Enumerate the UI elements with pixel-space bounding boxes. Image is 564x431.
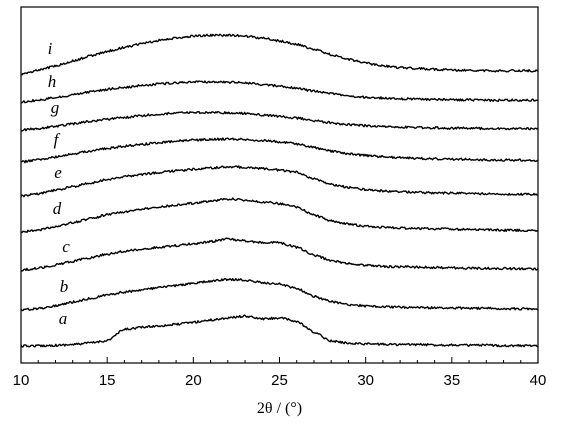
- series-label-c: c: [62, 237, 70, 256]
- series-label-d: d: [53, 199, 62, 218]
- series-label-g: g: [51, 98, 60, 117]
- series-label-a: a: [59, 309, 68, 328]
- plot-frame: [20, 6, 539, 364]
- series-line-b: [20, 277, 539, 312]
- series-label-f: f: [54, 130, 61, 149]
- x-tick-label-40: 40: [530, 372, 547, 389]
- x-tick-label-10: 10: [13, 372, 30, 389]
- series-label-i: i: [48, 39, 53, 58]
- x-tick-labels: 10 15 20 25 30 35 40: [13, 372, 547, 389]
- x-tick-label-20: 20: [185, 372, 202, 389]
- x-tick-label-15: 15: [99, 372, 116, 389]
- x-axis-label: 2θ / (°): [257, 400, 302, 417]
- series-label-h: h: [48, 72, 57, 91]
- series-line-h: [20, 80, 539, 104]
- x-tick-label-35: 35: [443, 372, 460, 389]
- series-line-e: [20, 165, 539, 198]
- series-line-c: [20, 237, 539, 272]
- x-tick-label-25: 25: [271, 372, 288, 389]
- series-line-f: [20, 137, 539, 164]
- x-tick-label-30: 30: [357, 372, 374, 389]
- series-line-d: [20, 197, 539, 234]
- series-line-a: [20, 314, 539, 348]
- series-line-g: [20, 110, 539, 132]
- series-label-e: e: [54, 163, 62, 182]
- series-curves: [20, 33, 539, 348]
- x-axis-ticks: [20, 357, 539, 363]
- series-line-i: [20, 33, 539, 76]
- series-label-b: b: [60, 277, 69, 296]
